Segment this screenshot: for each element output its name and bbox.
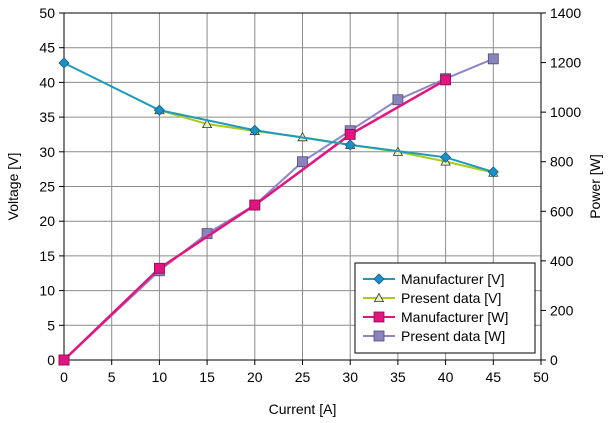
- y-left-tick-label: 25: [39, 179, 55, 195]
- data-point: [487, 166, 499, 178]
- legend-item: Manufacturer [W]: [363, 309, 508, 325]
- y-left-tick-label: 0: [47, 352, 55, 368]
- y-right-tick-label: 1000: [550, 104, 581, 120]
- y-right-tick-label: 600: [550, 203, 574, 219]
- y-right-tick-label: 1200: [550, 55, 581, 71]
- data-point: [344, 139, 356, 151]
- legend-item: Manufacturer [V]: [363, 271, 505, 287]
- data-point: [201, 118, 213, 129]
- x-ticks: 0 5 10 15 20 25 30 35 40 45 50: [60, 360, 549, 385]
- legend-swatch-marker: [373, 273, 385, 285]
- x-tick-label: 30: [342, 369, 358, 385]
- data-point: [297, 156, 308, 168]
- data-point: [249, 199, 261, 211]
- legend-label: Manufacturer [W]: [401, 309, 508, 325]
- y-left-tick-label: 40: [39, 74, 55, 90]
- data-point: [58, 57, 70, 69]
- y-left-tick-label: 35: [39, 109, 55, 125]
- series-line: [63, 62, 494, 173]
- y-right-tick-label: 400: [550, 253, 574, 269]
- x-tick-label: 0: [60, 369, 68, 385]
- data-point: [487, 53, 499, 65]
- legend-label: Present data [V]: [401, 290, 501, 306]
- x-tick-label: 40: [438, 369, 454, 385]
- y-left-tick-label: 45: [39, 40, 55, 56]
- y-left-tick-label: 50: [39, 5, 55, 21]
- x-axis-label: Current [A]: [269, 401, 337, 417]
- data-point: [153, 262, 165, 274]
- data-point: [392, 94, 404, 106]
- y-left-tick-label: 30: [39, 144, 55, 160]
- y-left-tick-label: 10: [39, 283, 55, 299]
- data-point: [440, 74, 452, 86]
- x-tick-label: 15: [199, 369, 215, 385]
- x-tick-label: 20: [247, 369, 263, 385]
- legend-label: Manufacturer [V]: [401, 271, 505, 287]
- y-left-tick-label: 15: [39, 248, 55, 264]
- y-right-axis-label: Power [W]: [587, 154, 603, 219]
- x-tick-label: 45: [486, 369, 502, 385]
- data-point: [58, 354, 70, 366]
- legend-item: Present data [W]: [363, 328, 505, 344]
- x-tick-label: 5: [108, 369, 116, 385]
- y-left-axis-label: Voltage [V]: [5, 153, 21, 221]
- series-layer: [58, 53, 499, 366]
- y-left-tick-label: 5: [47, 317, 55, 333]
- legend-swatch-marker: [373, 292, 385, 303]
- y-right-tick-label: 1400: [550, 5, 581, 21]
- x-tick-label: 10: [152, 369, 168, 385]
- y-right-tick-label: 0: [550, 352, 558, 368]
- series-0: [58, 57, 499, 178]
- y-right-tick-label: 800: [550, 154, 574, 170]
- data-point: [344, 129, 356, 140]
- legend-item: Present data [V]: [363, 290, 501, 306]
- legend-swatch-marker: [373, 330, 385, 342]
- y-right-tick-label: 200: [550, 302, 574, 318]
- y-left-tick-label: 20: [39, 213, 55, 229]
- x-tick-label: 50: [533, 369, 549, 385]
- y-right-ticks: 0 200 400 600 800 1000 1200 1400: [541, 5, 581, 368]
- data-point: [153, 104, 165, 116]
- x-tick-label: 35: [390, 369, 406, 385]
- legend-label: Present data [W]: [401, 328, 505, 344]
- legend: Manufacturer [V] Present data [V] Manufact…: [354, 262, 536, 354]
- y-left-ticks: 0 5 10 15 20 25 30 35 40 45 50: [39, 5, 64, 368]
- data-point: [440, 151, 452, 163]
- legend-swatch-marker: [373, 311, 385, 323]
- x-tick-label: 25: [295, 369, 311, 385]
- data-point: [249, 124, 261, 136]
